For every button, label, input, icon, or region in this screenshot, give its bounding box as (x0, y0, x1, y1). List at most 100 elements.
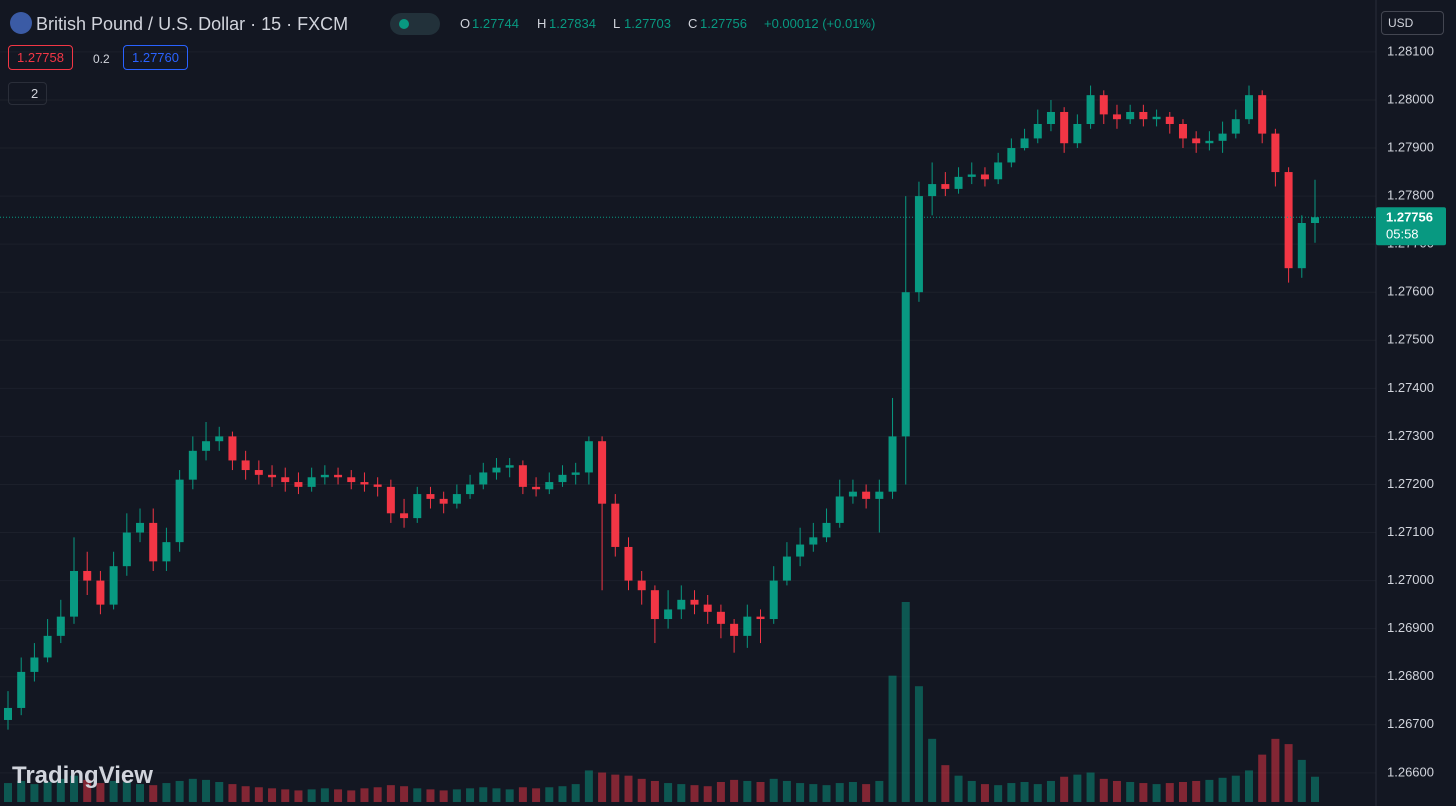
candle-body (1258, 95, 1267, 134)
candle-body (1112, 114, 1121, 120)
volume-bar (56, 778, 65, 802)
volume-bar (505, 789, 514, 802)
candle-body (1060, 111, 1069, 144)
volume-bar (1126, 782, 1135, 802)
candle-body (281, 477, 290, 483)
candle-body (1178, 124, 1187, 139)
volume-bar (70, 775, 79, 802)
candle-body (558, 474, 567, 483)
candle-body (294, 482, 303, 487)
volume-bar (1311, 776, 1319, 802)
y-tick-label: 1.27400 (1387, 380, 1434, 395)
candle-body (664, 609, 673, 620)
candle-body (320, 474, 329, 478)
volume-bar (1178, 782, 1187, 802)
volume-bar (518, 787, 527, 802)
volume-bar (598, 772, 607, 802)
ohlc-h: 1.27834 (549, 16, 596, 31)
candle-body (584, 441, 593, 473)
candle-body (1297, 223, 1306, 269)
volume-bar (875, 780, 884, 802)
candle-body (532, 486, 541, 490)
volume-bar (1297, 759, 1306, 802)
volume-bar (400, 786, 409, 802)
candle-body (466, 484, 475, 495)
candle-body (334, 474, 343, 478)
volume-bar (149, 785, 158, 802)
y-tick-label: 1.27900 (1387, 139, 1434, 154)
candle-body (677, 599, 686, 610)
y-tick-label: 1.27600 (1387, 284, 1434, 299)
candle-body (175, 479, 184, 543)
y-tick-label: 1.26800 (1387, 668, 1434, 683)
volume-bar (1099, 778, 1108, 802)
volume-bar (611, 774, 620, 802)
volume-bar (1020, 782, 1029, 802)
candle-body (228, 436, 237, 461)
candle-body (611, 503, 620, 547)
volume-bar (690, 785, 699, 802)
bid-button[interactable]: 1.27758 (8, 45, 73, 70)
volume-bar (188, 778, 197, 802)
volume-bar (334, 789, 343, 802)
volume-bar (1244, 770, 1253, 802)
volume-bar (294, 790, 303, 802)
status-pill[interactable] (390, 13, 440, 35)
volume-bar (677, 784, 686, 802)
candle-body (822, 522, 831, 538)
candle-body (1033, 124, 1042, 139)
candle-body (268, 474, 277, 478)
volume-bar (928, 738, 937, 802)
candle-body (122, 532, 131, 567)
y-tick-label: 1.27800 (1387, 188, 1434, 203)
volume-bar (1271, 738, 1280, 802)
logo[interactable]: TradingView (12, 762, 153, 789)
candle-body (1165, 116, 1174, 124)
candle-body (413, 494, 422, 519)
candle-body (241, 460, 250, 471)
candle-body (1086, 95, 1095, 124)
volume-bar (584, 770, 593, 802)
y-tick-label: 1.27500 (1387, 332, 1434, 347)
candle-body (400, 513, 409, 519)
candle-body (492, 467, 501, 473)
ask-button[interactable]: 1.27760 (123, 45, 188, 70)
candle-body (624, 546, 633, 581)
volume-bar (1139, 783, 1148, 802)
volume-bar (307, 789, 316, 802)
candle-body (637, 580, 646, 591)
indicators-toggle[interactable]: 2 (8, 82, 48, 105)
candle-body (598, 441, 607, 504)
volume-bar (1284, 744, 1293, 802)
volume-bar (268, 788, 277, 802)
candle-body (1271, 133, 1280, 173)
volume-bar (1218, 777, 1227, 802)
candle-body (505, 465, 514, 468)
y-tick-label: 1.26700 (1387, 716, 1434, 731)
candle-body (1020, 138, 1029, 149)
candle-body (83, 570, 92, 581)
volume-bar (439, 790, 448, 802)
symbol-title[interactable]: British Pound / U.S. Dollar · 15 · FXCM (36, 14, 349, 34)
candle-body (1073, 124, 1082, 144)
volume-bar (848, 782, 857, 802)
candle-body (928, 184, 937, 197)
volume-bar (373, 787, 382, 802)
candle-body (703, 604, 712, 612)
volume-bar (888, 675, 897, 802)
volume-bar (320, 788, 329, 802)
candle-body (1099, 95, 1108, 115)
ohlc-o: 1.27744 (472, 16, 519, 31)
volume-bar (426, 789, 435, 802)
volume-bar (175, 780, 184, 802)
volume-bar (215, 782, 224, 802)
currency-select[interactable]: USD (1381, 11, 1445, 35)
candle-body (96, 580, 105, 605)
candle-body (215, 436, 224, 442)
candle-body (954, 176, 963, 189)
volume-bar (136, 784, 145, 802)
candle-body (4, 707, 12, 720)
volume-bar (122, 782, 131, 802)
